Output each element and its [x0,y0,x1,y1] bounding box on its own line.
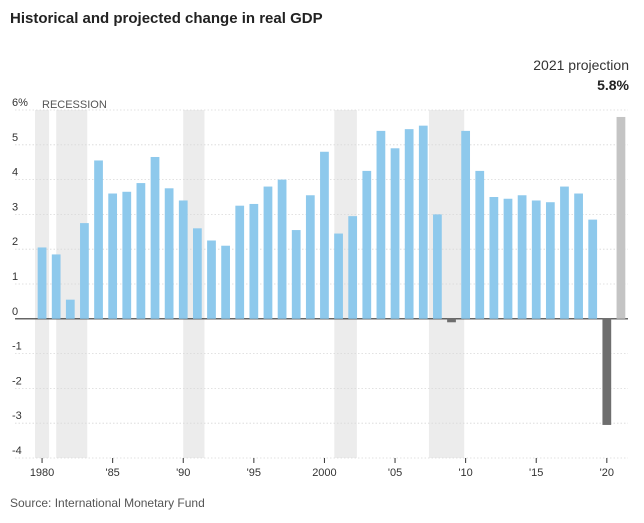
bar-2019 [588,219,598,319]
y-tick-label: 5 [12,132,18,144]
bar-2014 [517,195,527,319]
y-tick-label: -1 [12,341,22,353]
bar-1989 [164,188,174,319]
bar-2000 [320,151,329,319]
bar-2007 [418,125,428,319]
x-tick-label: '90 [176,467,190,479]
bar-1982 [65,299,75,319]
chart-source: Source: International Monetary Fund [10,496,205,510]
bar-2002 [348,216,358,319]
bar-1992 [207,240,216,319]
gridlines: 6% 5 4 3 2 1 0 -1 -2 -3 -4 [12,97,628,459]
x-tick-label: '95 [247,467,261,479]
bar-1998 [291,230,301,319]
bar-2008 [433,214,442,319]
bar-2015 [531,200,541,319]
x-tick-label: 1980 [30,467,54,479]
bar-2013 [503,198,513,319]
bar-2020 [602,318,612,425]
bar-2010 [461,130,471,319]
bar-1990 [178,200,188,319]
bar-1994 [235,205,245,319]
bar-2003 [362,170,372,319]
bar-1980 [37,247,47,319]
x-tick-label: '15 [529,467,543,479]
y-tick-label: 3 [12,201,18,213]
bar-2021 [616,116,626,319]
bar-1988 [150,156,160,319]
bar-1997 [277,179,287,319]
bar-2001 [334,233,343,319]
x-tick-label: '05 [388,467,402,479]
chart-title: Historical and projected change in real … [10,10,323,27]
bar-2017 [560,186,569,319]
bar-2005 [390,148,400,319]
bar-1986 [122,191,132,319]
y-tick-label: -4 [12,445,22,457]
bar-1995 [249,203,259,319]
bar-1981 [51,254,61,319]
y-tick-label: 6% [12,97,28,109]
bar-1984 [94,160,103,319]
axes: 1980 '85 '90 '95 2000 '05 '10 '15 '20 [30,458,614,479]
bar-2018 [574,193,583,319]
recession-band-3 [334,110,357,458]
bar-1996 [263,186,273,319]
bar-1999 [305,195,315,319]
bar-1983 [80,223,89,319]
bar-2009 [447,318,456,323]
y-tick-label: -2 [12,375,22,387]
bar-1987 [136,183,146,319]
y-tick-label: 4 [12,167,18,179]
y-tick-label: -3 [12,410,22,422]
x-tick-label: '10 [458,467,472,479]
bar-2004 [376,130,386,319]
bar-2011 [475,170,485,319]
projection-annotation-label: 2021 projection [533,57,629,73]
bar-2012 [489,197,499,319]
y-tick-label: 0 [12,306,18,318]
bar-1991 [192,228,202,319]
y-tick-label: 2 [12,236,18,248]
x-tick-label: 2000 [312,467,336,479]
bar-2006 [404,129,414,319]
recession-legend-label: RECESSION [42,99,107,111]
bars [37,116,626,425]
projection-annotation-value: 5.8% [597,77,629,93]
bar-1985 [108,193,118,319]
bar-1993 [221,245,230,319]
y-tick-label: 1 [12,271,18,283]
x-tick-label: '85 [105,467,119,479]
bar-2016 [545,202,555,319]
x-tick-label: '20 [600,467,614,479]
